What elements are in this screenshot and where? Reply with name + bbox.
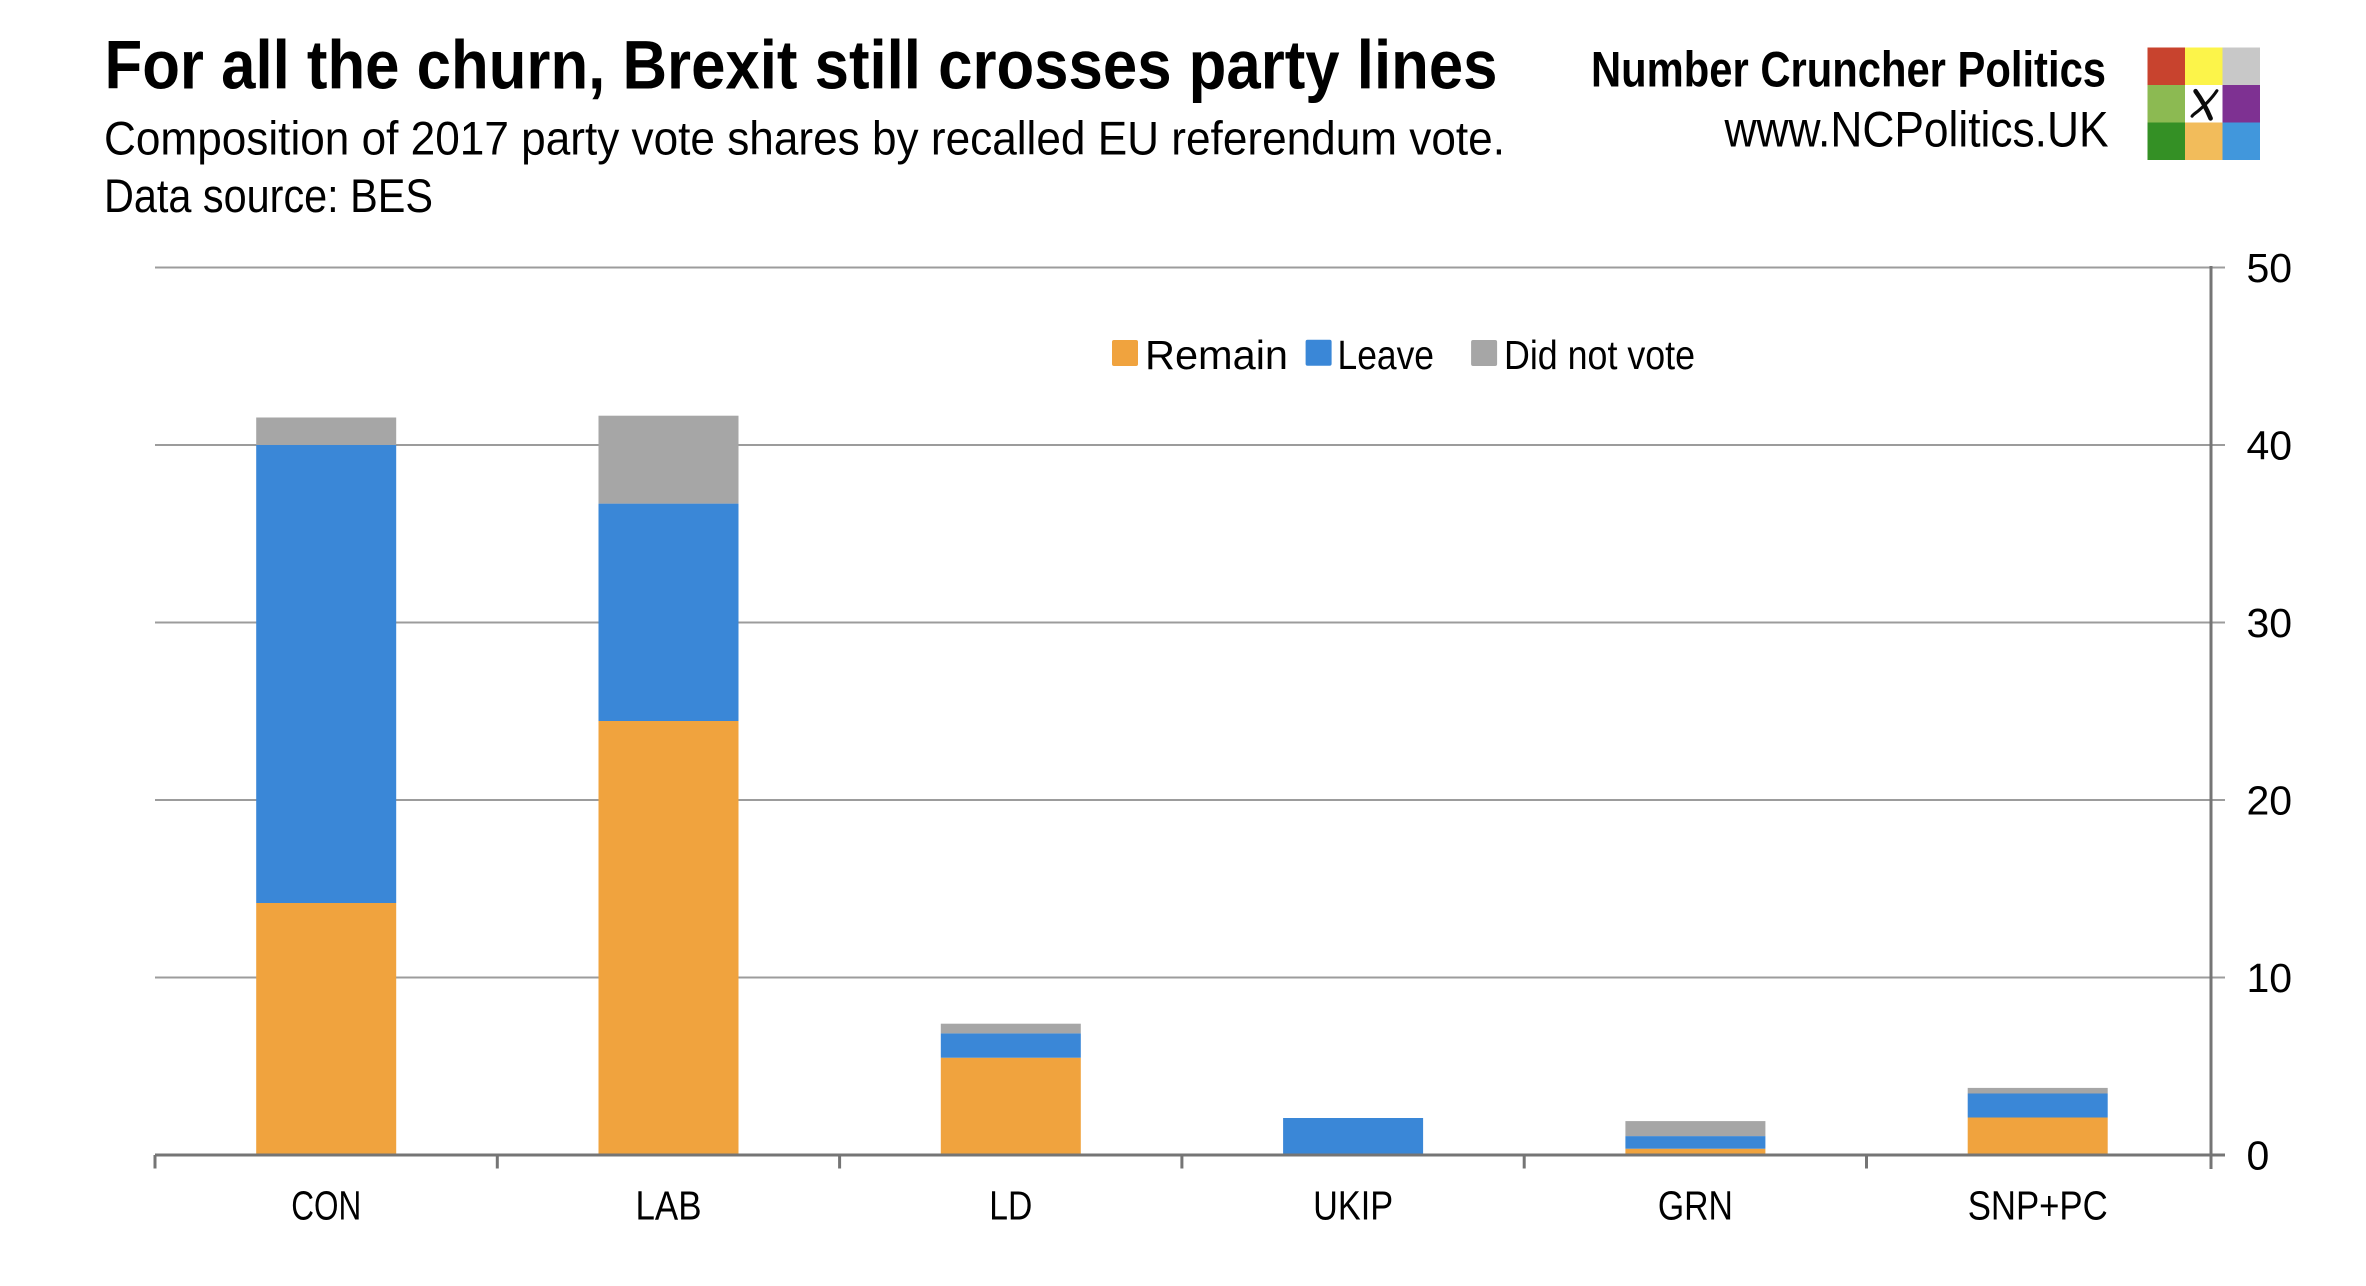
svg-text:GRN: GRN [1658,1183,1733,1229]
svg-text:For all the churn, Brexit stil: For all the churn, Brexit still crosses … [105,27,1498,104]
svg-text:50: 50 [2247,245,2293,291]
svg-text:SNP+PC: SNP+PC [1968,1183,2108,1229]
svg-text:Leave: Leave [1338,332,1435,378]
svg-text:10: 10 [2247,955,2293,1001]
svg-text:0: 0 [2247,1132,2270,1178]
svg-text:www.NCPolitics.UK: www.NCPolitics.UK [1724,101,2109,157]
svg-text:CON: CON [291,1183,361,1229]
svg-text:LD: LD [989,1183,1032,1229]
svg-text:20: 20 [2247,777,2293,823]
svg-text:Data source: BES: Data source: BES [104,170,433,223]
svg-text:Did not vote: Did not vote [1504,332,1695,378]
svg-text:40: 40 [2247,422,2293,468]
svg-text:Remain: Remain [1145,332,1288,378]
svg-text:30: 30 [2247,600,2293,646]
svg-text:Composition of 2017 party vote: Composition of 2017 party vote shares by… [104,113,1505,166]
svg-text:UKIP: UKIP [1313,1183,1393,1229]
svg-text:Number Cruncher Politics: Number Cruncher Politics [1591,42,2106,98]
svg-text:LAB: LAB [636,1183,702,1229]
